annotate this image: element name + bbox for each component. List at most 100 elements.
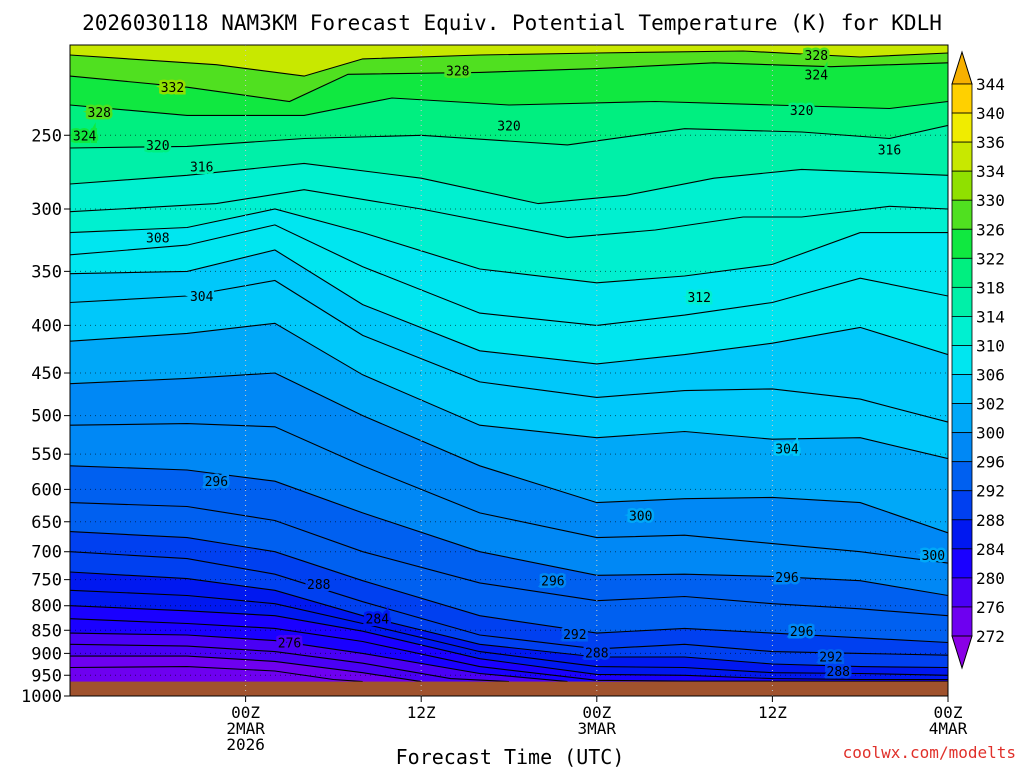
x-tick-label-1-0: 12Z	[407, 703, 436, 722]
colorbar-band-9	[951, 345, 973, 375]
colorbar-label-280: 280	[976, 569, 1005, 588]
isentrope-326	[70, 62, 948, 103]
contour-label-8: 320	[790, 104, 813, 119]
y-tick-label-800: 800	[31, 597, 62, 617]
colorbar-label-284: 284	[976, 540, 1005, 559]
contour-label-10: 316	[878, 144, 901, 159]
colorbar-band-0	[951, 83, 973, 114]
contour-label-5: 324	[73, 129, 97, 144]
isentrope-274	[70, 666, 363, 683]
contour-label-9: 316	[190, 160, 213, 175]
y-tick-label-900: 900	[31, 644, 62, 664]
colorbar-band-1	[951, 112, 973, 143]
colorbar-top-arrow	[951, 50, 973, 85]
y-tick-label-550: 550	[31, 445, 62, 465]
isentrope-290	[70, 551, 948, 656]
contour-label-22: 276	[278, 636, 301, 651]
y-tick-label-500: 500	[31, 407, 62, 427]
colorbar-band-5	[951, 228, 973, 259]
contour-label-23: 292	[563, 628, 586, 643]
colorbar-band-14	[951, 490, 973, 521]
colorbar-label-272: 272	[976, 627, 1005, 646]
isentrope-lines	[70, 50, 948, 683]
y-tick-label-700: 700	[31, 543, 62, 563]
y-tick-label-350: 350	[31, 262, 62, 282]
x-tick-label-4-1: 4MAR	[929, 719, 968, 738]
colorbar: 272 276 280 284 288 292 296 300 302 306 310 314 318 3…	[951, 50, 1005, 670]
plot-frame	[69, 44, 949, 697]
colorbar-label-300: 300	[976, 424, 1005, 443]
isentrope-318	[70, 124, 948, 149]
isentrope-306	[70, 249, 948, 365]
y-axis-pressure: 250 300 350 400 450 500 550 600 650 700 750 800 850 9…	[21, 126, 70, 707]
y-tick-label-1000: 1000	[21, 687, 62, 707]
contour-label-15: 296	[205, 475, 228, 490]
colorbar-band-7	[951, 286, 973, 317]
isentrope-278	[70, 643, 510, 683]
colorbar-label-302: 302	[976, 395, 1005, 414]
y-tick-label-400: 400	[31, 316, 62, 336]
credit-text[interactable]: coolwx.com/modelts	[843, 743, 1016, 762]
y-tick-label-950: 950	[31, 666, 62, 686]
contour-label-13: 312	[687, 291, 710, 306]
x-axis-label: Forecast Time (UTC)	[396, 745, 625, 768]
isentrope-286	[70, 589, 948, 676]
colorbar-label-322: 322	[976, 249, 1005, 268]
colorbar-band-10	[951, 374, 973, 404]
isentrope-330	[70, 50, 948, 77]
contour-label-11: 308	[146, 232, 169, 247]
x-tick-label-2-0: 00Z	[582, 703, 611, 722]
colorbar-label-314: 314	[976, 307, 1005, 326]
y-tick-label-600: 600	[31, 480, 62, 500]
x-tick-label-0-1: 2MAR	[226, 719, 265, 738]
contour-labels: 332 328 328 324 328 324 320 320 320 316 316 308 304 3…	[70, 46, 947, 682]
colorbar-label-344: 344	[976, 75, 1005, 94]
contour-label-12: 304	[190, 290, 214, 305]
contour-label-19: 296	[775, 571, 798, 586]
colorbar-band-3	[951, 170, 973, 201]
y-tick-label-750: 750	[31, 571, 62, 591]
contour-label-4: 328	[88, 106, 111, 121]
isentrope-302	[70, 322, 948, 460]
colorbar-label-330: 330	[976, 191, 1005, 210]
colorbar-band-6	[951, 257, 973, 288]
y-tick-label-300: 300	[31, 200, 62, 220]
isentrope-276	[70, 655, 422, 683]
colorbar-band-8	[951, 316, 973, 346]
colorbar-label-296: 296	[976, 453, 1005, 472]
colorbar-band-4	[951, 199, 973, 230]
colorbar-label-334: 334	[976, 162, 1005, 181]
contour-label-25: 288	[585, 646, 608, 661]
colorbar-label-340: 340	[976, 104, 1005, 123]
contour-label-14: 304	[775, 442, 799, 457]
contour-label-16: 300	[629, 509, 652, 524]
y-tick-label-450: 450	[31, 364, 62, 384]
contour-label-26: 292	[819, 651, 842, 666]
contour-label-7: 320	[497, 119, 520, 134]
colorbar-label-310: 310	[976, 336, 1005, 355]
isentrope-282	[70, 618, 948, 682]
ground-below-surface	[70, 681, 948, 696]
x-tick-label-2-1: 3MAR	[578, 719, 617, 738]
colorbar-label-292: 292	[976, 482, 1005, 501]
colorbar-label-318: 318	[976, 278, 1005, 297]
isentrope-294	[70, 502, 948, 617]
isentrope-310	[70, 208, 948, 284]
contour-label-18: 296	[541, 575, 564, 590]
contour-label-20: 288	[307, 578, 330, 593]
colorbar-band-12	[951, 432, 973, 463]
isentrope-288	[70, 571, 948, 669]
isentrope-308	[70, 224, 948, 326]
colorbar-label-336: 336	[976, 133, 1005, 152]
isentrope-312	[70, 189, 948, 239]
y-tick-label-650: 650	[31, 513, 62, 533]
x-tick-label-0-2: 2026	[226, 735, 265, 754]
contour-label-27: 288	[827, 665, 850, 680]
colorbar-label-288: 288	[976, 511, 1005, 530]
colorbar-band-18	[951, 606, 973, 637]
isentrope-280	[70, 632, 568, 683]
contour-label-1: 328	[446, 64, 469, 79]
chart-title: 2026030118 NAM3KM Forecast Equiv. Potent…	[82, 11, 942, 35]
